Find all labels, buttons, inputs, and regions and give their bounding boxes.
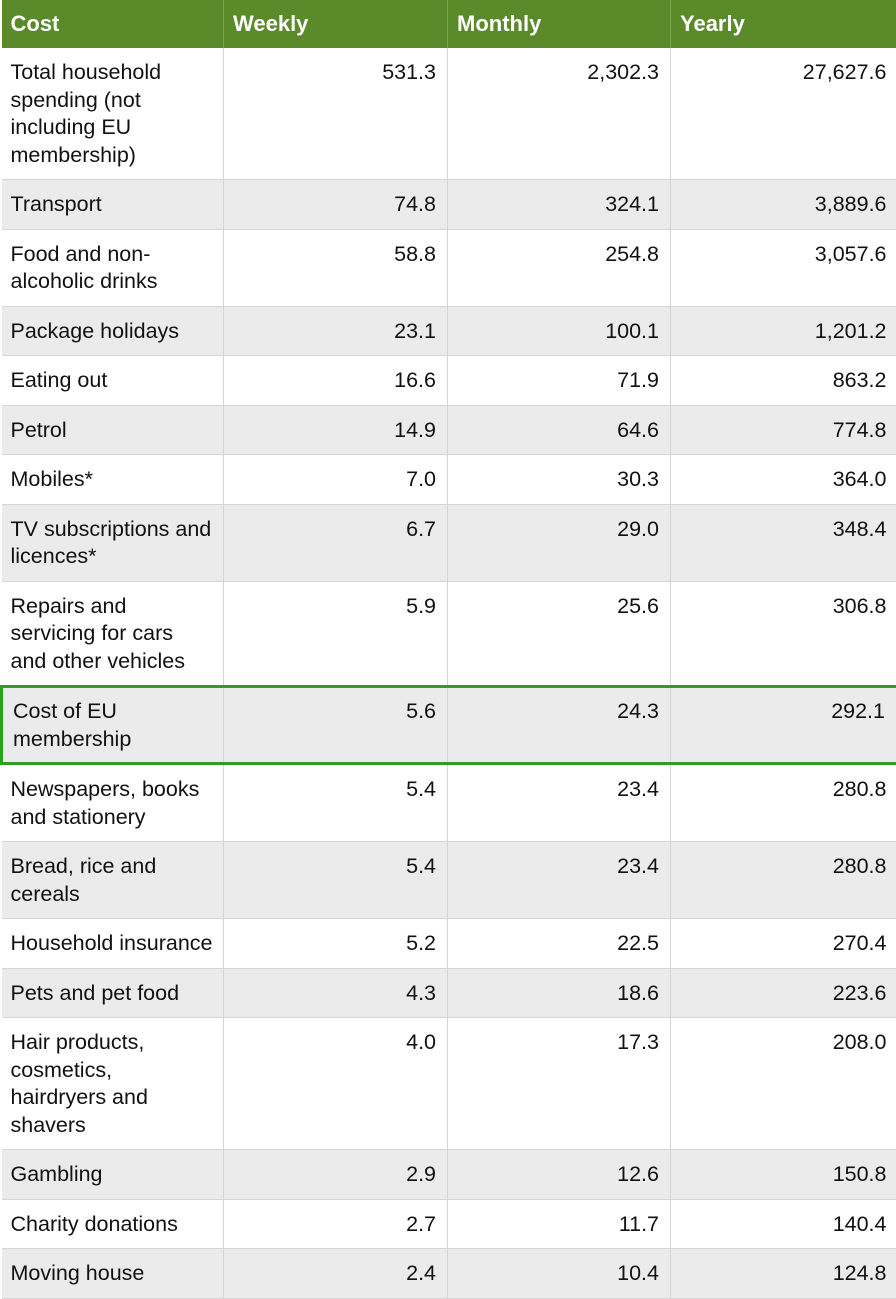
cost-cell: Hair products, cosmetics, hairdryers and… [2,1018,224,1150]
cost-cell: Bread, rice and cereals [2,842,224,919]
cost-cell: Package holidays [2,306,224,356]
weekly-cell: 5.4 [224,764,448,842]
weekly-cell: 5.4 [224,842,448,919]
cost-cell: Charity donations [2,1199,224,1249]
monthly-cell: 12.6 [448,1150,671,1200]
monthly-cell: 324.1 [448,180,671,230]
column-header-yearly: Yearly [671,0,896,48]
cost-cell: Household insurance [2,919,224,969]
monthly-cell: 23.4 [448,842,671,919]
column-header-monthly: Monthly [448,0,671,48]
monthly-cell: 2,302.3 [448,48,671,180]
weekly-cell: 4.3 [224,968,448,1018]
weekly-cell: 7.0 [224,455,448,505]
cost-cell: Petrol [2,405,224,455]
yearly-cell: 223.6 [671,968,896,1018]
yearly-cell: 150.8 [671,1150,896,1200]
monthly-cell: 64.6 [448,405,671,455]
table-row: Hair products, cosmetics, hairdryers and… [2,1018,896,1150]
yearly-cell: 1,201.2 [671,306,896,356]
cost-cell: Moving house [2,1249,224,1299]
column-header-cost: Cost [2,0,224,48]
weekly-cell: 14.9 [224,405,448,455]
weekly-cell: 2.4 [224,1249,448,1299]
cost-cell: Food and non-alcoholic drinks [2,229,224,306]
monthly-cell: 100.1 [448,306,671,356]
cost-cell: Pets and pet food [2,968,224,1018]
monthly-cell: 17.3 [448,1018,671,1150]
monthly-cell: 11.7 [448,1199,671,1249]
yearly-cell: 306.8 [671,581,896,687]
weekly-cell: 74.8 [224,180,448,230]
cost-cell: Mobiles* [2,455,224,505]
weekly-cell: 5.2 [224,919,448,969]
monthly-cell: 18.6 [448,968,671,1018]
weekly-cell: 4.0 [224,1018,448,1150]
yearly-cell: 208.0 [671,1018,896,1150]
weekly-cell: 58.8 [224,229,448,306]
yearly-cell: 863.2 [671,356,896,406]
yearly-cell: 280.8 [671,764,896,842]
yearly-cell: 774.8 [671,405,896,455]
weekly-cell: 2.9 [224,1150,448,1200]
yearly-cell: 348.4 [671,504,896,581]
cost-cell: Cost of EU membership [2,687,224,764]
yearly-cell: 140.4 [671,1199,896,1249]
yearly-cell: 124.8 [671,1249,896,1299]
weekly-cell: 16.6 [224,356,448,406]
cost-cell: Total household spending (not including … [2,48,224,180]
cost-cell: Eating out [2,356,224,406]
yearly-cell: 27,627.6 [671,48,896,180]
weekly-cell: 2.7 [224,1199,448,1249]
monthly-cell: 29.0 [448,504,671,581]
yearly-cell: 270.4 [671,919,896,969]
yearly-cell: 292.1 [671,687,896,764]
yearly-cell: 3,889.6 [671,180,896,230]
cost-cell: Repairs and servicing for cars and other… [2,581,224,687]
monthly-cell: 22.5 [448,919,671,969]
table-body: Total household spending (not including … [2,48,896,1298]
weekly-cell: 5.9 [224,581,448,687]
weekly-cell: 6.7 [224,504,448,581]
weekly-cell: 5.6 [224,687,448,764]
cost-cell: Transport [2,180,224,230]
monthly-cell: 25.6 [448,581,671,687]
yearly-cell: 3,057.6 [671,229,896,306]
yearly-cell: 364.0 [671,455,896,505]
weekly-cell: 23.1 [224,306,448,356]
cost-cell: TV subscriptions and licences* [2,504,224,581]
column-header-weekly: Weekly [224,0,448,48]
yearly-cell: 280.8 [671,842,896,919]
weekly-cell: 531.3 [224,48,448,180]
table-row: Repairs and servicing for cars and other… [2,581,896,687]
cost-cell: Newspapers, books and stationery [2,764,224,842]
table-header-row: Cost Weekly Monthly Yearly [2,0,896,48]
monthly-cell: 30.3 [448,455,671,505]
monthly-cell: 254.8 [448,229,671,306]
monthly-cell: 24.3 [448,687,671,764]
cost-cell: Gambling [2,1150,224,1200]
monthly-cell: 71.9 [448,356,671,406]
monthly-cell: 10.4 [448,1249,671,1299]
monthly-cell: 23.4 [448,764,671,842]
table-row: Total household spending (not including … [2,48,896,180]
